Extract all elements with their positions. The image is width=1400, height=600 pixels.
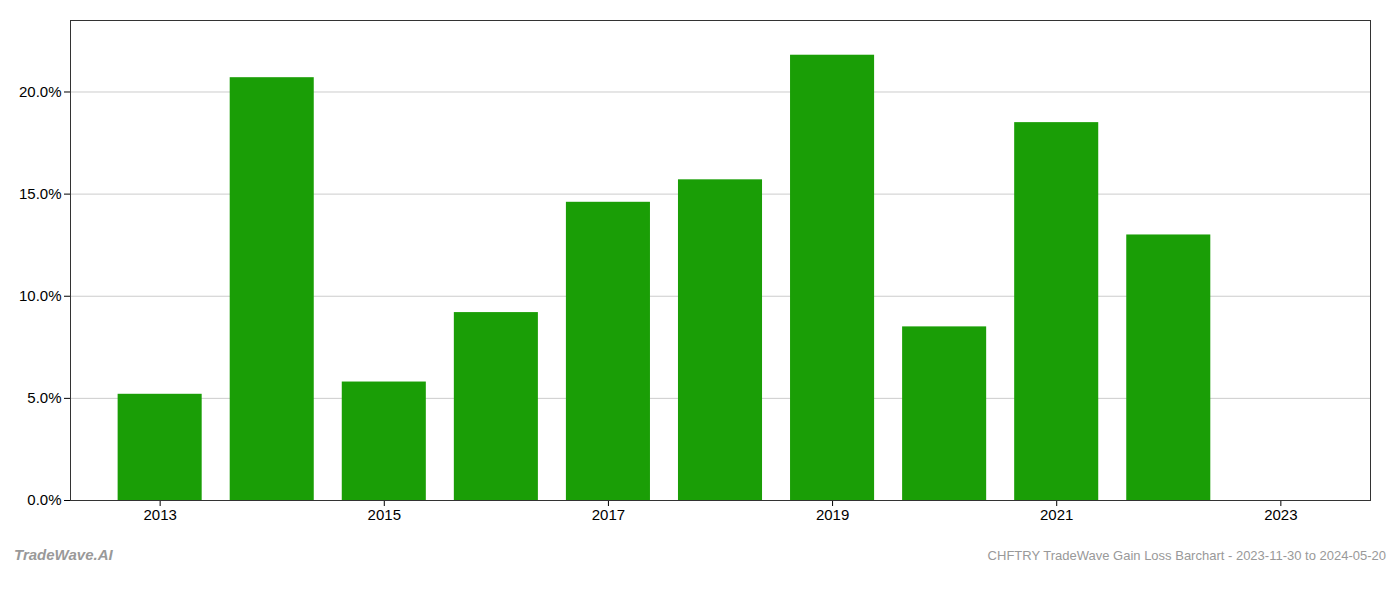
svg-text:2017: 2017 xyxy=(592,506,625,523)
svg-text:15.0%: 15.0% xyxy=(19,185,62,202)
svg-text:10.0%: 10.0% xyxy=(19,287,62,304)
svg-text:2015: 2015 xyxy=(368,506,401,523)
html-text:CHFTRY TradeWave Gain Loss Bar: CHFTRY TradeWave Gain Loss Barchart - 20… xyxy=(987,548,1386,563)
svg-text:2019: 2019 xyxy=(816,506,849,523)
svg-text:20.0%: 20.0% xyxy=(19,83,62,100)
html-text:TradeWave.AI: TradeWave.AI xyxy=(14,546,113,563)
svg-text:5.0%: 5.0% xyxy=(27,389,61,406)
svg-text:0.0%: 0.0% xyxy=(27,491,61,508)
svg-text:2021: 2021 xyxy=(1040,506,1073,523)
svg-text:2023: 2023 xyxy=(1264,506,1297,523)
svg-text:2013: 2013 xyxy=(143,506,176,523)
